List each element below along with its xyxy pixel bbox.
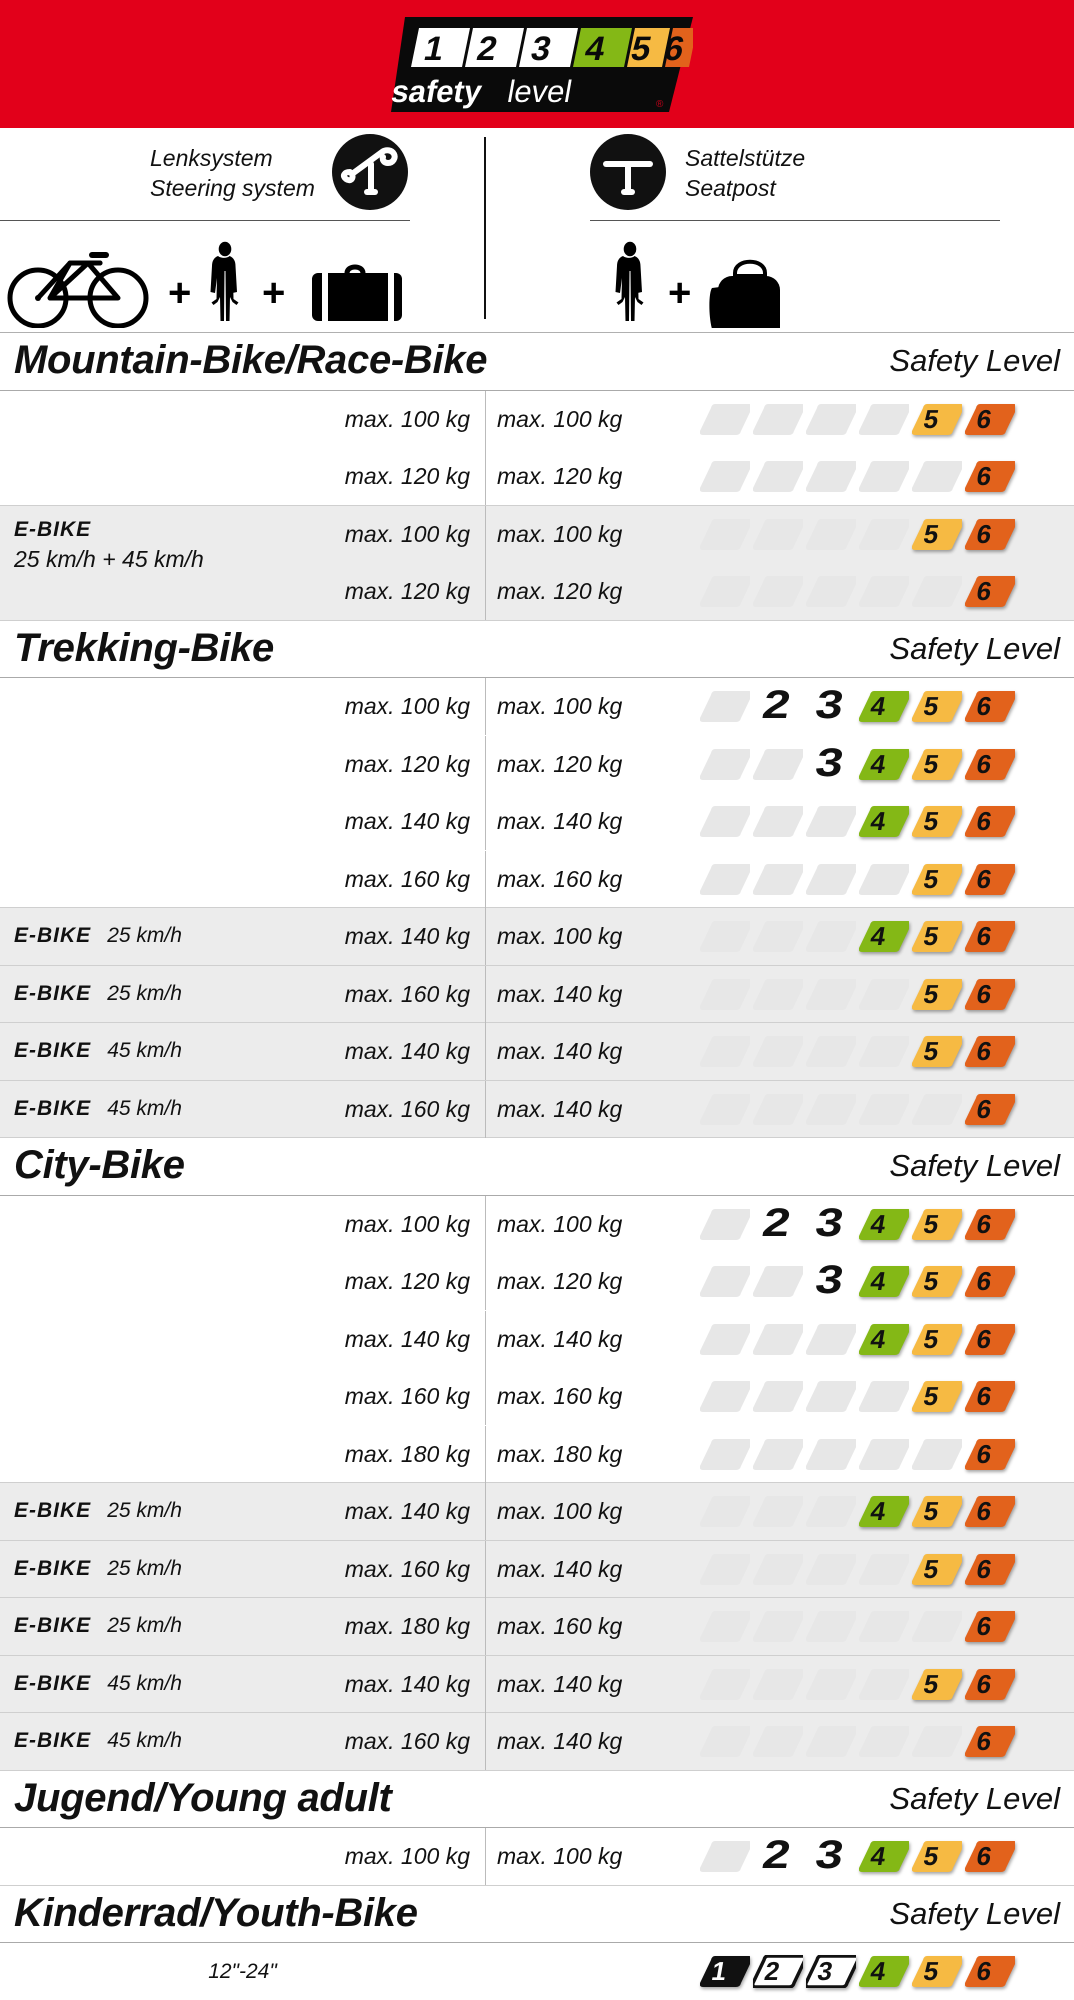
svg-text:3: 3 bbox=[812, 739, 847, 784]
svg-text:3: 3 bbox=[812, 1256, 847, 1301]
svg-text:®: ® bbox=[656, 99, 664, 110]
svg-text:2: 2 bbox=[759, 681, 794, 726]
svg-text:level: level bbox=[505, 74, 575, 109]
svg-text:3: 3 bbox=[812, 1199, 847, 1244]
svg-text:3: 3 bbox=[812, 681, 847, 726]
svg-text:3: 3 bbox=[812, 1831, 847, 1876]
svg-text:safety: safety bbox=[391, 74, 485, 109]
svg-text:2: 2 bbox=[759, 1199, 794, 1244]
svg-text:2: 2 bbox=[759, 1831, 794, 1876]
svg-text:+: + bbox=[668, 271, 691, 315]
svg-text:+: + bbox=[262, 271, 285, 315]
svg-text:+: + bbox=[168, 271, 191, 315]
